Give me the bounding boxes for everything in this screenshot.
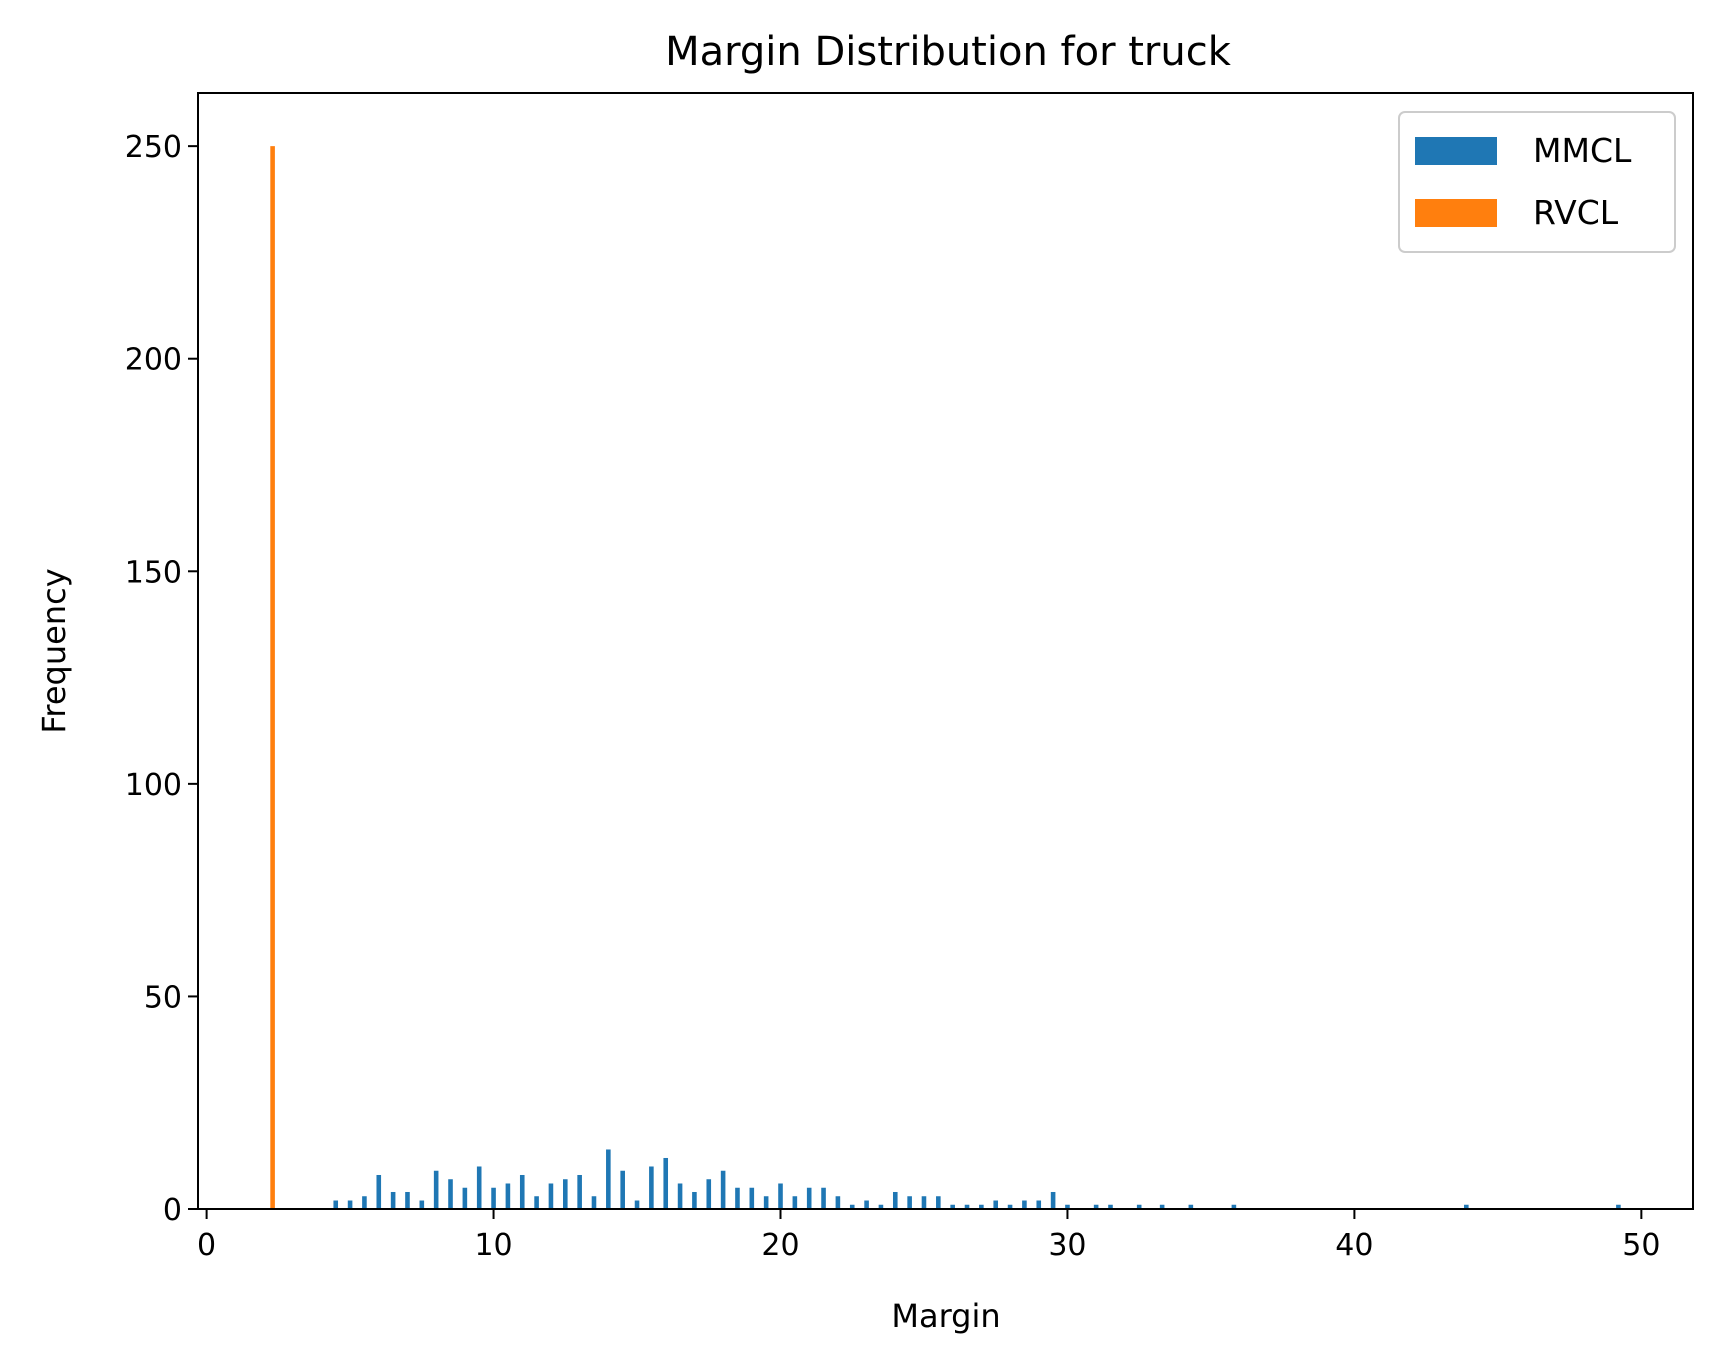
bar-mmcl-25	[692, 1191, 697, 1209]
bar-mmcl-47	[1007, 1204, 1013, 1209]
legend: MMCL RVCL	[1398, 111, 1676, 253]
bar-mmcl-6	[419, 1200, 425, 1209]
bar-mmcl-28	[735, 1187, 740, 1209]
bar-mmcl-27	[720, 1170, 726, 1209]
x-tick-label-40: 40	[1335, 1228, 1373, 1263]
bar-mmcl-19	[606, 1149, 611, 1209]
bar-mmcl-15	[548, 1183, 554, 1209]
bar-mmcl-40	[907, 1196, 912, 1209]
y-tick-label-200: 200	[125, 343, 182, 378]
x-tick-label-0: 0	[197, 1228, 216, 1263]
bar-mmcl-23	[663, 1157, 669, 1209]
bar-mmcl-46	[993, 1200, 999, 1209]
bar-mmcl-8	[448, 1179, 453, 1209]
x-tick-label-20: 20	[761, 1228, 799, 1263]
bar-mmcl-45	[979, 1204, 984, 1209]
bar-mmcl-14	[534, 1196, 539, 1209]
bar-mmcl-32	[792, 1196, 798, 1209]
bar-mmcl-9	[462, 1187, 468, 1209]
bar-mmcl-4	[390, 1191, 396, 1209]
x-tick-label-10: 10	[474, 1228, 512, 1263]
bar-mmcl-18	[591, 1196, 597, 1209]
bar-mmcl-34	[821, 1187, 826, 1209]
bar-mmcl-30	[763, 1196, 769, 1209]
bar-mmcl-0	[333, 1200, 339, 1209]
bar-mmcl-5	[405, 1191, 410, 1209]
bar-mmcl-33	[806, 1187, 812, 1209]
bar-mmcl-24	[677, 1183, 683, 1209]
bar-mmcl-38	[878, 1204, 884, 1209]
bar-mmcl-48	[1022, 1200, 1027, 1209]
bar-mmcl-2	[362, 1196, 367, 1209]
chart-title: Margin Distribution for truck	[665, 29, 1232, 75]
bar-mmcl-55	[1159, 1204, 1165, 1209]
bar-mmcl-26	[706, 1179, 712, 1209]
y-tick-label-150: 150	[125, 555, 182, 590]
bar-mmcl-56	[1188, 1204, 1194, 1209]
bar-mmcl-59	[1616, 1204, 1621, 1209]
bar-mmcl-22	[649, 1166, 654, 1209]
bar-mmcl-35	[835, 1196, 841, 1209]
y-axis-ticks: 0 50 100 150 200 250	[125, 130, 198, 1228]
bar-mmcl-54	[1136, 1204, 1142, 1209]
x-tick-label-50: 50	[1622, 1228, 1660, 1263]
plot-bars	[270, 146, 1621, 1209]
bar-mmcl-44	[964, 1204, 970, 1209]
bar-mmcl-53	[1108, 1204, 1113, 1209]
bar-mmcl-52	[1093, 1204, 1099, 1209]
legend-label-rvcl: RVCL	[1533, 193, 1619, 232]
bar-mmcl-42	[936, 1196, 941, 1209]
bar-mmcl-41	[921, 1196, 927, 1209]
bar-mmcl-17	[577, 1174, 582, 1209]
bar-mmcl-43	[950, 1204, 955, 1209]
legend-label-mmcl: MMCL	[1533, 131, 1632, 170]
bar-mmcl-12	[505, 1183, 511, 1209]
bar-mmcl-1	[347, 1200, 353, 1209]
bar-mmcl-39	[892, 1191, 898, 1209]
y-axis-label: Frequency	[35, 568, 73, 733]
bar-mmcl-7	[433, 1170, 439, 1209]
bar-mmcl-10	[476, 1166, 482, 1209]
bar-mmcl-13	[519, 1174, 525, 1209]
bar-mmcl-3	[376, 1174, 382, 1209]
bar-mmcl-16	[563, 1179, 568, 1209]
y-tick-label-250: 250	[125, 130, 182, 165]
legend-swatch-rvcl	[1415, 199, 1497, 227]
x-axis-label: Margin	[891, 1297, 1000, 1335]
bar-mmcl-51	[1065, 1204, 1070, 1209]
y-tick-label-0: 0	[163, 1193, 182, 1228]
y-tick-label-100: 100	[125, 768, 182, 803]
bar-mmcl-50	[1050, 1191, 1056, 1209]
bar-mmcl-49	[1036, 1200, 1042, 1209]
bar-mmcl-11	[491, 1187, 496, 1209]
bar-mmcl-21	[634, 1200, 640, 1209]
bar-mmcl-20	[620, 1170, 625, 1209]
bar-mmcl-36	[849, 1204, 855, 1209]
x-tick-label-30: 30	[1048, 1228, 1086, 1263]
bar-mmcl-58	[1464, 1204, 1469, 1209]
bar-mmcl-31	[778, 1183, 783, 1209]
legend-swatch-mmcl	[1415, 137, 1497, 165]
y-tick-label-50: 50	[144, 980, 182, 1015]
x-axis-ticks: 0 10 20 30 40 50	[197, 1209, 1660, 1263]
bar-mmcl-29	[749, 1187, 755, 1209]
bar-mmcl-57	[1231, 1204, 1237, 1209]
bar-rvcl-0	[270, 146, 275, 1209]
bar-mmcl-37	[864, 1200, 869, 1209]
plot-frame	[197, 92, 1694, 1210]
